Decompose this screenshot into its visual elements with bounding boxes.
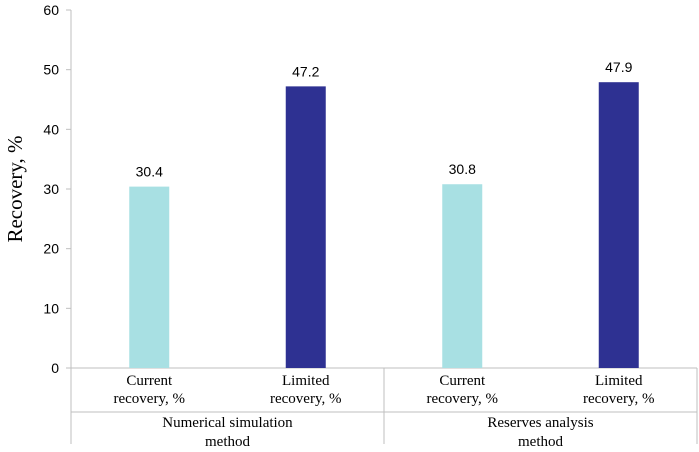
y-axis-ticks: 0 10 20 30 40 50 60	[43, 2, 71, 376]
y-tick-label: 60	[43, 2, 59, 18]
group-label: Reserves analysis	[487, 415, 593, 431]
group-label: Numerical simulation	[162, 415, 293, 431]
data-label: 47.2	[292, 63, 319, 79]
x-tick-label: recovery, %	[114, 391, 185, 407]
data-label: 30.4	[136, 164, 163, 180]
bar	[598, 82, 639, 369]
y-tick-label: 10	[43, 300, 59, 316]
data-label: 30.8	[449, 161, 476, 177]
value-labels: 30.4 47.2 30.8 47.9	[136, 59, 633, 179]
x-tick-label: Current	[439, 373, 486, 389]
y-tick-label: 30	[43, 181, 59, 197]
y-tick-label: 0	[51, 360, 59, 376]
group-label: method	[518, 434, 563, 450]
bars	[129, 82, 639, 369]
x-tick-label: Limited	[595, 373, 643, 389]
y-tick-label: 20	[43, 241, 59, 257]
data-label: 47.9	[605, 59, 632, 75]
y-tick-label: 40	[43, 121, 59, 137]
bar	[129, 186, 170, 368]
x-tick-label: Current	[126, 373, 173, 389]
y-tick-label: 50	[43, 62, 59, 78]
y-axis-title: Recovery, %	[3, 135, 27, 242]
category-labels: Current recovery, % Limited recovery, % Nume…	[114, 373, 655, 450]
x-tick-label: recovery, %	[583, 391, 654, 407]
group-label: method	[205, 434, 250, 450]
bar	[442, 184, 483, 368]
x-tick-label: Limited	[282, 373, 330, 389]
bar	[285, 86, 326, 368]
x-tick-label: recovery, %	[427, 391, 498, 407]
x-tick-label: recovery, %	[270, 391, 341, 407]
